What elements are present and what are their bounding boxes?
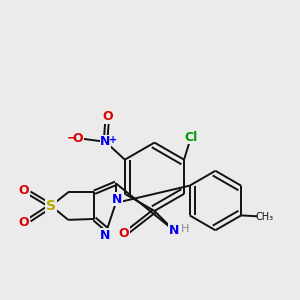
Text: O: O	[102, 110, 113, 123]
Text: H: H	[181, 224, 189, 234]
Text: −: −	[67, 131, 77, 145]
Text: O: O	[119, 227, 130, 240]
Text: O: O	[73, 132, 83, 146]
Text: +: +	[109, 135, 117, 145]
Text: S: S	[46, 199, 56, 213]
Text: N: N	[169, 224, 179, 237]
Text: O: O	[18, 216, 29, 229]
Text: N: N	[112, 193, 122, 206]
Text: Cl: Cl	[185, 131, 198, 144]
Text: N: N	[100, 229, 111, 242]
Text: CH₃: CH₃	[256, 212, 274, 222]
Text: O: O	[18, 184, 29, 196]
Text: N: N	[100, 135, 111, 148]
